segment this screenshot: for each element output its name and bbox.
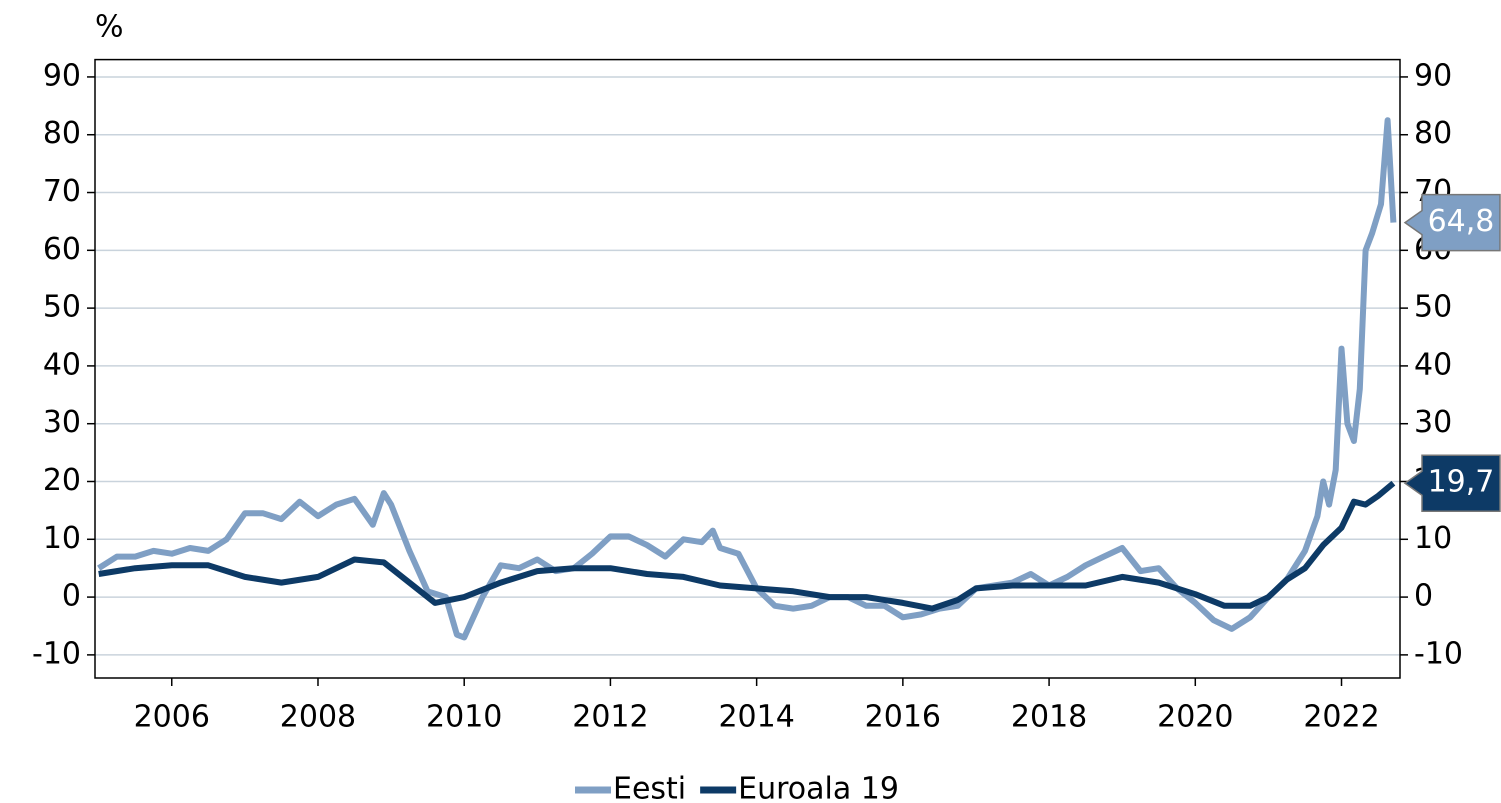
x-tick-label: 2014 <box>718 700 794 735</box>
y2-tick-label: 30 <box>1414 405 1452 440</box>
y-unit: % <box>95 10 124 45</box>
y-tick-label: 80 <box>43 116 81 151</box>
y-tick-label: 60 <box>43 232 81 267</box>
y2-tick-label: 90 <box>1414 58 1452 93</box>
y-tick-label: 40 <box>43 347 81 382</box>
y-tick-label: 90 <box>43 58 81 93</box>
x-tick-label: 2022 <box>1303 700 1379 735</box>
y-tick-label: 50 <box>43 290 81 325</box>
x-tick-label: 2016 <box>865 700 941 735</box>
legend-label: Euroala 19 <box>738 772 899 803</box>
x-tick-label: 2006 <box>134 700 210 735</box>
end-label: 64,8 <box>1428 204 1495 239</box>
x-tick-label: 2012 <box>572 700 648 735</box>
y-tick-label: 10 <box>43 521 81 556</box>
x-tick-label: 2008 <box>280 700 356 735</box>
y2-tick-label: -10 <box>1414 636 1463 671</box>
y2-tick-label: 0 <box>1414 579 1433 614</box>
x-tick-label: 2010 <box>426 700 502 735</box>
legend-label: Eesti <box>613 772 686 803</box>
x-tick-label: 2018 <box>1011 700 1087 735</box>
end-label-box <box>1403 193 1501 252</box>
x-tick-label: 2020 <box>1157 700 1233 735</box>
y-tick-label: -10 <box>32 636 81 671</box>
line <box>97 117 1397 641</box>
y-tick-label: 0 <box>62 579 81 614</box>
y2-tick-label: 50 <box>1414 290 1452 325</box>
line <box>98 480 1396 612</box>
y-tick-label: 20 <box>43 463 81 498</box>
plot-frame <box>94 58 1401 679</box>
y-tick-label: 30 <box>43 405 81 440</box>
y2-tick-label: 80 <box>1414 116 1452 151</box>
y2-tick-label: 40 <box>1414 347 1452 382</box>
y2-tick-label: 10 <box>1414 521 1452 556</box>
end-label-box <box>1403 454 1501 512</box>
end-label: 19,7 <box>1428 465 1495 500</box>
y-tick-label: 70 <box>43 174 81 209</box>
